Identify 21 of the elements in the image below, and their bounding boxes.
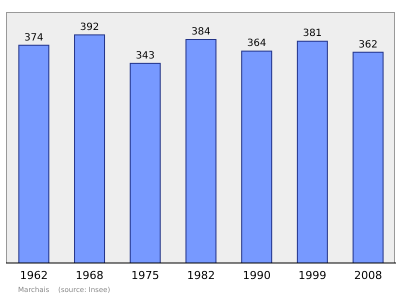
bar [296,40,328,264]
x-tick-label: 1968 [76,268,104,282]
bar [74,34,106,264]
x-tick-label: 2008 [354,268,382,282]
x-tick-label: 1975 [131,268,160,282]
x-tick-label: 1999 [298,268,326,282]
data-label: 381 [302,28,322,40]
bar [18,44,50,264]
bar [130,62,161,264]
data-label: 374 [24,32,44,44]
x-tick-label: 1962 [20,268,48,282]
data-label: 364 [247,38,266,50]
bar [241,50,272,264]
data-label: 343 [136,50,155,62]
x-tick-label: 1990 [242,268,271,282]
bar [352,52,384,264]
data-label: 392 [80,22,100,33]
x-tick-label: 1982 [187,268,215,282]
data-label: 384 [191,26,211,38]
bar [185,38,216,264]
data-label: 362 [358,39,378,50]
